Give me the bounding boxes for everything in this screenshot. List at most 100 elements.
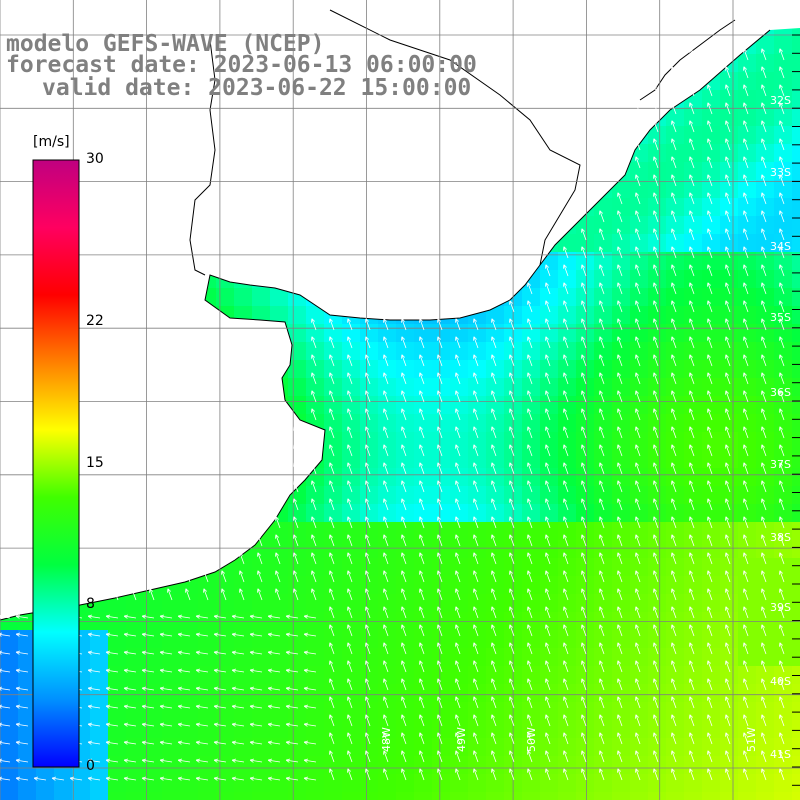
wind-cell <box>558 270 576 288</box>
wind-arrow <box>329 408 335 421</box>
wind-arrow-head <box>707 534 712 538</box>
wind-cell <box>576 450 594 468</box>
wind-arrow <box>509 498 515 511</box>
wind-arrow <box>437 534 443 547</box>
wind-cell <box>144 792 162 800</box>
wind-arrow-head <box>707 264 712 268</box>
wind-arrow-head <box>581 354 586 358</box>
wind-cell <box>738 522 756 540</box>
wind-cell <box>108 756 126 774</box>
wind-cell <box>414 738 432 756</box>
wind-arrow-head <box>707 120 712 124</box>
wind-arrow <box>689 408 695 421</box>
wind-arrow <box>347 336 353 349</box>
wind-arrow-head <box>725 552 730 556</box>
wind-cell <box>630 432 648 450</box>
wind-arrow <box>743 354 749 367</box>
wind-arrow <box>599 210 605 223</box>
wind-cell <box>378 774 396 792</box>
wind-arrow <box>635 66 641 79</box>
wind-cell <box>756 252 774 270</box>
wind-arrow-head <box>671 210 676 214</box>
wind-arrow <box>743 246 749 259</box>
wind-arrow <box>383 570 389 583</box>
wind-arrow-head <box>527 354 532 358</box>
wind-arrow <box>383 534 389 547</box>
wind-arrow <box>311 336 317 349</box>
wind-arrow <box>581 390 587 403</box>
wind-cell <box>702 162 720 180</box>
wind-cell <box>630 666 648 684</box>
wind-cell <box>216 594 234 612</box>
wind-arrow <box>707 282 713 295</box>
wind-arrow-head <box>293 444 298 448</box>
wind-arrow <box>617 300 623 313</box>
wind-arrow <box>473 444 479 457</box>
wind-cell <box>522 360 540 378</box>
wind-arrow <box>671 282 677 295</box>
wind-arrow-head <box>761 318 766 322</box>
wind-cell <box>486 432 504 450</box>
wind-arrow-head <box>581 246 586 250</box>
wind-cell <box>648 126 666 144</box>
wind-arrow <box>545 444 551 457</box>
wind-cell <box>684 396 702 414</box>
wind-arrow <box>221 498 227 511</box>
wind-arrow-head <box>725 174 730 178</box>
wind-arrow-head <box>383 444 388 448</box>
wind-arrow <box>203 552 209 565</box>
wind-arrow-head <box>617 426 622 430</box>
wind-arrow-head <box>581 534 586 538</box>
wind-cell <box>522 720 540 738</box>
wind-arrow-head <box>383 336 388 340</box>
wind-arrow <box>329 390 335 403</box>
wind-arrow-head <box>635 66 640 70</box>
wind-arrow-head <box>401 480 406 484</box>
wind-cell <box>738 108 756 126</box>
wind-arrow <box>419 570 425 583</box>
wind-cell <box>576 396 594 414</box>
wind-arrow-head <box>365 534 370 538</box>
wind-cell <box>612 216 630 234</box>
wind-cell <box>540 684 558 702</box>
wind-arrow <box>275 534 281 547</box>
wind-arrow <box>779 426 785 439</box>
wind-cell <box>738 450 756 468</box>
wind-cell <box>324 702 342 720</box>
wind-cell <box>468 648 486 666</box>
wind-cell <box>450 558 468 576</box>
wind-arrow <box>419 552 425 565</box>
wind-arrow-head <box>419 408 424 412</box>
wind-cell <box>234 756 252 774</box>
wind-arrow <box>581 300 587 313</box>
wind-cell <box>450 450 468 468</box>
wind-cell <box>378 792 396 800</box>
wind-arrow <box>689 444 695 457</box>
wind-cell <box>522 756 540 774</box>
wind-cell <box>576 216 594 234</box>
wind-arrow <box>671 426 677 439</box>
wind-arrow-head <box>185 570 190 574</box>
wind-cell <box>540 270 558 288</box>
wind-cell <box>720 72 738 90</box>
wind-arrow-head <box>437 336 442 340</box>
wind-arrow-head <box>743 102 748 106</box>
wind-arrow-head <box>761 390 766 394</box>
wind-arrow-head <box>761 552 766 556</box>
wind-arrow-head <box>221 480 226 484</box>
wind-arrow <box>293 534 299 547</box>
wind-cell <box>198 702 216 720</box>
wind-arrow-head <box>671 354 676 358</box>
wind-arrow-head <box>671 534 676 538</box>
wind-arrow <box>599 282 605 295</box>
wind-cell <box>432 630 450 648</box>
wind-arrow <box>383 408 389 421</box>
wind-arrow-head <box>761 246 766 250</box>
wind-arrow-head <box>491 552 496 556</box>
wind-cell <box>630 738 648 756</box>
wind-cell <box>324 396 342 414</box>
wind-arrow-head <box>779 174 784 178</box>
wind-cell <box>720 468 738 486</box>
wind-arrow-head <box>563 300 568 304</box>
wind-cell <box>450 594 468 612</box>
